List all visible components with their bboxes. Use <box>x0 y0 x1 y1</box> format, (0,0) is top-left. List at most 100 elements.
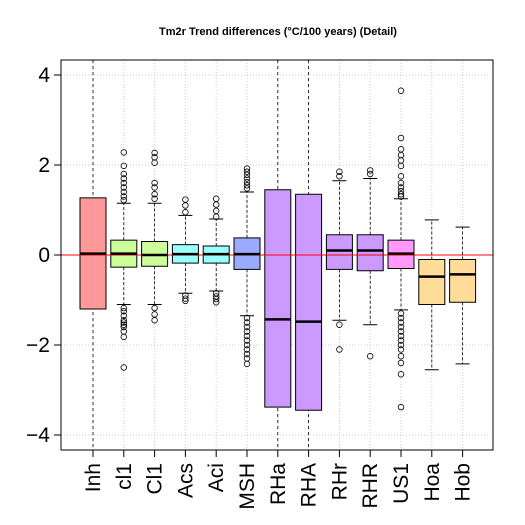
outlier-point <box>243 165 251 172</box>
outlier-point <box>243 319 251 326</box>
whisker-layer <box>116 178 470 371</box>
outlier-point <box>397 314 405 322</box>
outlier-point <box>151 191 158 198</box>
x-tick-label: US1 <box>390 463 413 504</box>
outlier-point <box>397 328 405 335</box>
outlier-point <box>243 168 251 175</box>
outlier-point <box>182 297 189 305</box>
outlier-point <box>120 319 127 326</box>
outlier-point <box>151 317 158 324</box>
outlier-point <box>212 299 220 306</box>
outlier-point <box>397 346 405 353</box>
x-tick-label: MSH <box>236 463 259 510</box>
box-RHR <box>356 234 384 272</box>
y-tick-label: 0 <box>38 244 50 267</box>
outlier-point <box>397 179 405 187</box>
x-tick-label: RHr <box>328 463 351 500</box>
outlier-point <box>243 350 251 358</box>
outlier-point <box>120 323 127 331</box>
outlier-point <box>397 371 405 378</box>
chart-title: Tm2r Trend differences (°C/100 years) (D… <box>159 26 397 38</box>
outlier-point <box>397 162 405 170</box>
x-tick-label: Inh <box>82 463 105 492</box>
x-tick-label: Aci <box>205 463 228 492</box>
outlier-point <box>120 321 127 328</box>
outlier-point <box>397 353 405 360</box>
outlier-point <box>120 179 127 187</box>
outlier-point <box>397 319 405 326</box>
outlier-point <box>182 295 189 302</box>
x-tick-label: Cl1 <box>144 463 167 495</box>
outlier-point <box>243 337 251 344</box>
outlier-point <box>243 178 251 186</box>
outlier-point <box>151 184 158 191</box>
x-tick-label: Hoa <box>421 463 444 502</box>
outlier-point <box>120 188 127 196</box>
outlier-point <box>243 332 251 340</box>
x-tick-label: Hob <box>452 463 475 502</box>
outlier-point <box>397 403 405 411</box>
outlier-point <box>120 304 127 312</box>
outlier-point <box>397 87 405 94</box>
box-RHr <box>325 234 353 270</box>
box-RHa <box>264 189 292 408</box>
outlier-point <box>336 346 343 353</box>
outlier-point <box>243 323 251 331</box>
outlier-point <box>243 341 251 349</box>
outlier-point <box>336 173 343 180</box>
outlier-point <box>336 168 343 175</box>
outlier-point <box>120 149 127 156</box>
outlier-point <box>151 149 158 157</box>
outlier-point <box>120 196 127 204</box>
y-tick-label: −2 <box>26 334 50 357</box>
outlier-point <box>243 314 251 322</box>
outlier-point <box>120 175 127 182</box>
outlier-point <box>120 193 127 200</box>
outlier-point <box>397 134 405 142</box>
outlier-point <box>397 184 405 191</box>
outlier-point <box>397 323 405 331</box>
outlier-point <box>243 328 251 335</box>
x-tick-label: RHA <box>298 463 321 507</box>
outlier-point <box>151 304 158 312</box>
outlier-point <box>243 182 251 189</box>
y-tick-label: 4 <box>38 64 50 87</box>
x-axis: Inh cl1 Cl1 Acs Aci MSH RHa RHA RHr RHR US1 Hoa Hob <box>82 450 475 510</box>
outlier-point <box>120 170 127 178</box>
outlier-point <box>397 173 405 180</box>
box-Hob <box>449 259 477 303</box>
outlier-point <box>151 179 158 187</box>
x-tick-label: Acs <box>174 463 197 498</box>
box-layer <box>79 189 477 411</box>
y-tick-label: 2 <box>38 154 50 177</box>
outlier-point <box>367 170 374 178</box>
x-tick-label: RHa <box>267 463 290 505</box>
outlier-point <box>397 191 405 198</box>
x-tick-label: RHR <box>359 463 382 509</box>
outlier-point <box>243 171 251 179</box>
outlier-layer <box>120 87 405 411</box>
outlier-point <box>120 364 127 371</box>
outlier-point <box>397 310 405 317</box>
box-RHA <box>295 193 323 411</box>
outlier-point <box>367 353 374 360</box>
outlier-point <box>397 359 405 367</box>
outlier-point <box>120 184 127 191</box>
outlier-point <box>212 201 220 208</box>
outlier-point <box>151 159 158 166</box>
outlier-point <box>397 193 405 200</box>
outlier-point <box>367 167 374 174</box>
outlier-point <box>182 202 189 209</box>
outlier-point <box>243 360 251 368</box>
outlier-point <box>243 175 251 182</box>
y-tick-label: −4 <box>26 424 50 447</box>
outlier-point <box>336 321 343 328</box>
outlier-point <box>151 195 158 202</box>
median-layer <box>80 249 476 323</box>
outlier-point <box>120 317 127 324</box>
outlier-point <box>120 162 127 170</box>
outlier-point <box>182 209 189 216</box>
outlier-point <box>397 337 405 344</box>
outlier-point <box>243 346 251 353</box>
